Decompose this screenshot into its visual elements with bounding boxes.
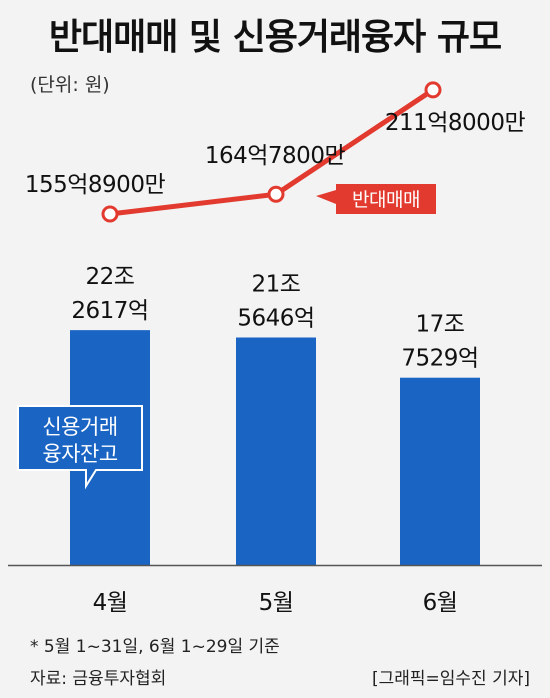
line-legend-callout xyxy=(316,184,436,214)
bar-label-line1-1: 22조 xyxy=(86,264,135,290)
bar-label-line2-1: 2617억 xyxy=(71,298,148,324)
x-tick-label-1: 4월 xyxy=(93,590,128,616)
line-point-3 xyxy=(424,81,442,99)
bar-label-line1-2: 21조 xyxy=(252,271,301,297)
x-tick-label-3: 6월 xyxy=(423,590,458,616)
bar-legend-line1: 신용거래 xyxy=(42,415,117,439)
bar-2 xyxy=(236,337,316,565)
line-label-3: 211억8000만 xyxy=(385,110,526,136)
bar-legend-line2: 융자잔고 xyxy=(42,442,117,466)
graphic-credit: [그래픽=임수진 기자] xyxy=(371,669,530,689)
bar-label-line2-3: 7529억 xyxy=(401,346,478,372)
x-tick-label-2: 5월 xyxy=(259,590,294,616)
chart-title: 반대매매 및 신용거래융자 규모 xyxy=(48,17,502,58)
bar-label-line2-2: 5646억 xyxy=(237,305,314,331)
line-point-2 xyxy=(267,185,285,203)
line-label-2: 164억7800만 xyxy=(205,143,346,169)
source-note: 자료: 금융투자협회 xyxy=(30,669,167,689)
bar-3 xyxy=(400,377,480,565)
bar-label-line1-3: 17조 xyxy=(416,312,465,338)
footnote: * 5월 1~31일, 6월 1~29일 기준 xyxy=(30,637,280,657)
line-label-1: 155억8900만 xyxy=(25,172,166,198)
bar-legend-callout xyxy=(17,405,143,490)
line-legend-label: 반대매매 xyxy=(352,189,420,211)
line-point-1 xyxy=(101,205,119,223)
unit-note: (단위: 원) xyxy=(30,74,110,96)
